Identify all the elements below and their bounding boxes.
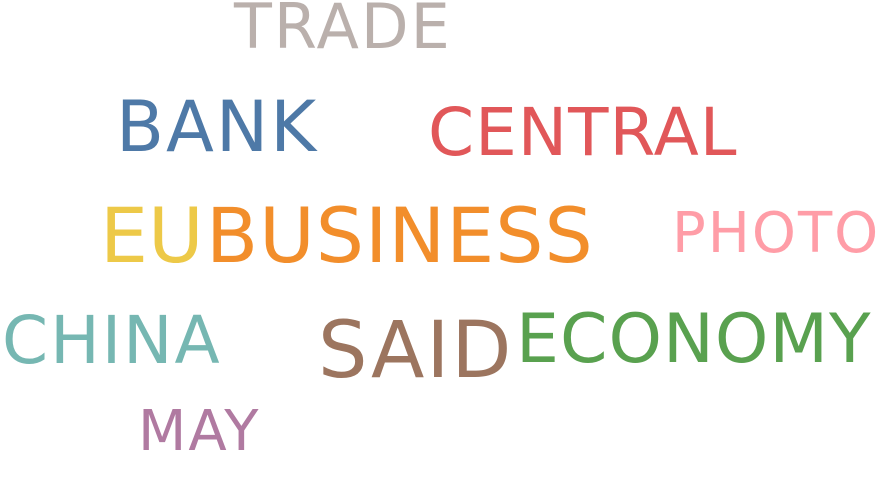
word-trade: TRADE [234, 0, 452, 63]
word-may: MAY [138, 399, 261, 464]
word-said: SAID [318, 306, 514, 396]
word-economy: ECONOMY [516, 300, 872, 379]
word-photo: PHOTO [672, 201, 877, 266]
word-china: CHINA [2, 302, 222, 379]
word-central: CENTRAL [428, 94, 738, 171]
word-business: BUSINESS [206, 191, 594, 280]
word-eu: EU [100, 191, 204, 280]
word-bank: BANK [116, 86, 319, 168]
